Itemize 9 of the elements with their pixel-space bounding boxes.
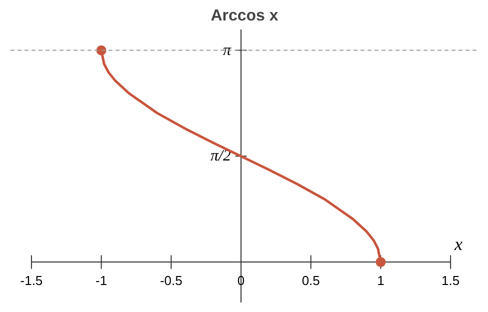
- x-tick-label: 0.5: [302, 273, 320, 288]
- x-tick-label: 1.5: [442, 273, 460, 288]
- x-tick-label: -1: [96, 273, 108, 288]
- x-tick-label: -0.5: [160, 273, 182, 288]
- x-tick-label: -1.5: [20, 273, 43, 288]
- y-tick-label: π: [222, 42, 232, 59]
- x-axis-title: x: [454, 234, 463, 254]
- x-tick-label: 1: [377, 273, 384, 288]
- chart-title: Arccos x: [210, 8, 278, 24]
